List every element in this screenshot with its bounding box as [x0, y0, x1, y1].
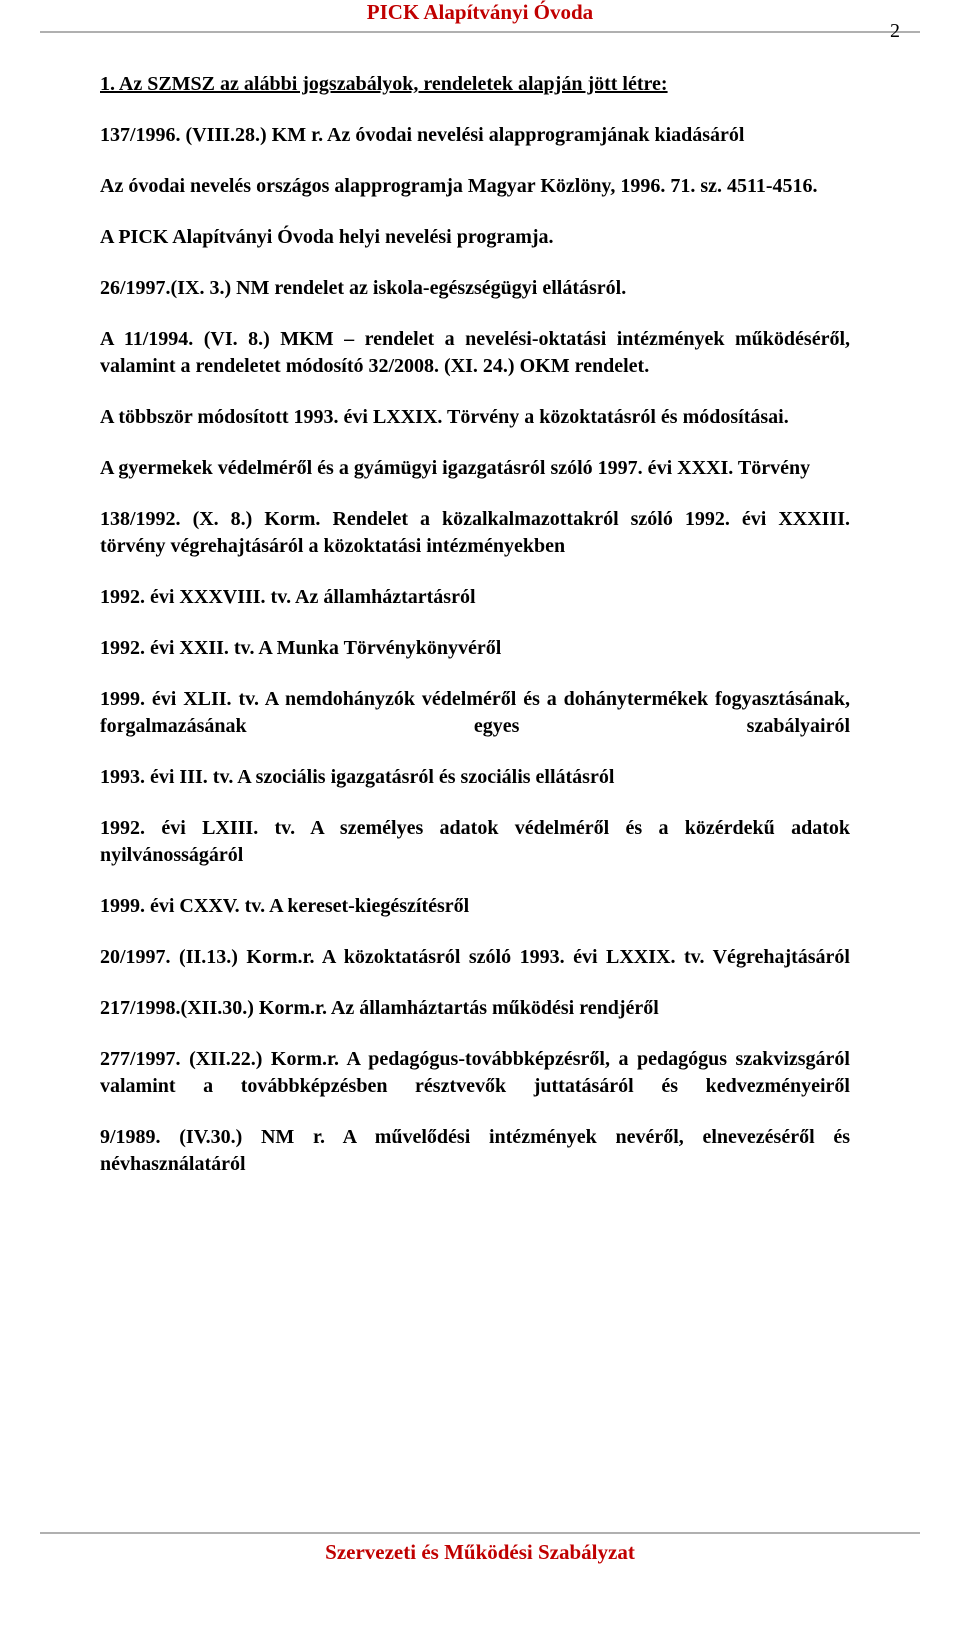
paragraph: 1992. évi LXIII. tv. A személyes adatok …	[100, 815, 850, 869]
page-footer: Szervezeti és Működési Szabályzat	[0, 1540, 960, 1585]
footer-rule	[40, 1532, 920, 1534]
paragraph: A 11/1994. (VI. 8.) MKM – rendelet a nev…	[100, 326, 850, 380]
paragraph: 217/1998.(XII.30.) Korm.r. Az államházta…	[100, 995, 850, 1022]
section-title: 1. Az SZMSZ az alábbi jogszabályok, rend…	[100, 71, 850, 98]
paragraph: 26/1997.(IX. 3.) NM rendelet az iskola-e…	[100, 275, 850, 302]
paragraph: A PICK Alapítványi Óvoda helyi nevelési …	[100, 224, 850, 251]
paragraph: 1993. évi III. tv. A szociális igazgatás…	[100, 764, 850, 791]
page-header: PICK Alapítványi Óvoda	[0, 0, 960, 25]
paragraph: 1999. évi XLII. tv. A nemdohányzók védel…	[100, 686, 850, 740]
paragraph: Az óvodai nevelés országos alapprogramja…	[100, 173, 850, 200]
paragraph: 20/1997. (II.13.) Korm.r. A közoktatásró…	[100, 944, 850, 971]
page-content: 1. Az SZMSZ az alábbi jogszabályok, rend…	[0, 33, 960, 1212]
page-number: 2	[890, 20, 900, 43]
footer-wrap: Szervezeti és Működési Szabályzat	[0, 1532, 960, 1585]
paragraph: 138/1992. (X. 8.) Korm. Rendelet a közal…	[100, 506, 850, 560]
paragraph: A többször módosított 1993. évi LXXIX. T…	[100, 404, 850, 431]
document-page: 2 PICK Alapítványi Óvoda 1. Az SZMSZ az …	[0, 0, 960, 1585]
paragraph: 1992. évi XXXVIII. tv. Az államháztartás…	[100, 584, 850, 611]
paragraph: 1999. évi CXXV. tv. A kereset-kiegészíté…	[100, 893, 850, 920]
paragraph: 277/1997. (XII.22.) Korm.r. A pedagógus-…	[100, 1046, 850, 1100]
paragraph: 137/1996. (VIII.28.) KM r. Az óvodai nev…	[100, 122, 850, 149]
paragraph: 9/1989. (IV.30.) NM r. A művelődési inté…	[100, 1124, 850, 1178]
paragraph: 1992. évi XXII. tv. A Munka Törvénykönyv…	[100, 635, 850, 662]
paragraph: A gyermekek védelméről és a gyámügyi iga…	[100, 455, 850, 482]
